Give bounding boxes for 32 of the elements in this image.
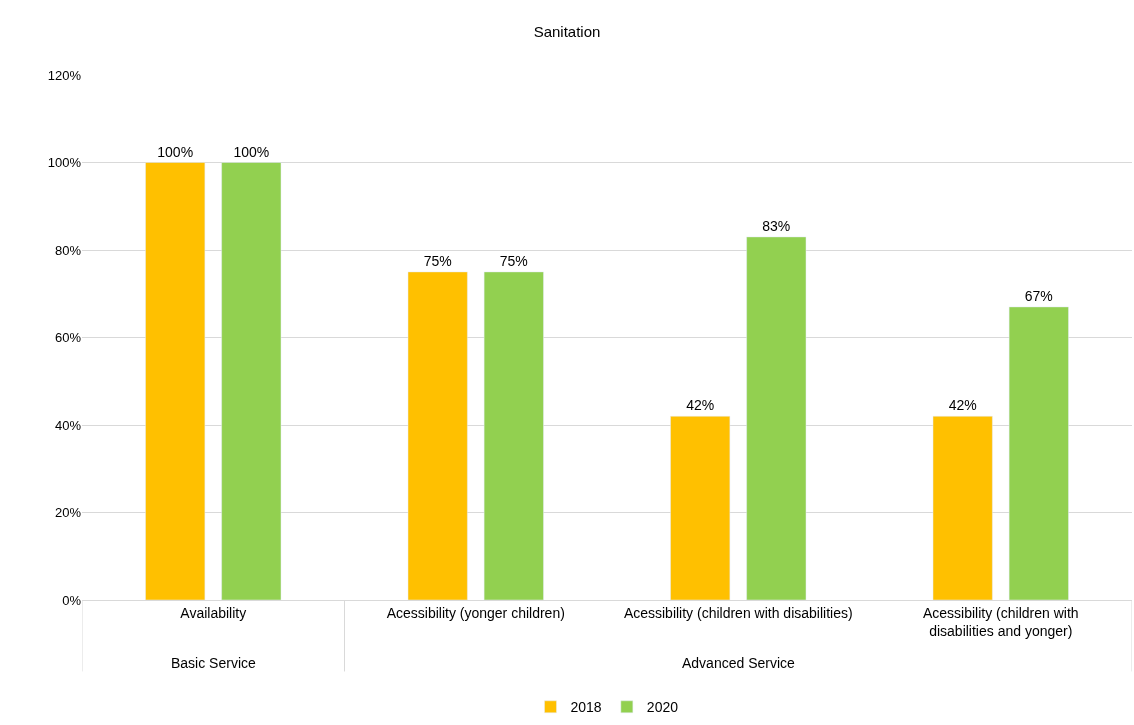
text: Advanced Service <box>682 655 796 671</box>
chart-title: Sanitation <box>533 23 601 41</box>
y-tick-label: 20% <box>54 505 82 521</box>
data-label: 100% <box>157 143 194 160</box>
y-tick-label: 60% <box>54 330 82 346</box>
bar <box>407 271 468 600</box>
data-label: 75% <box>499 252 528 269</box>
text: Basic Service <box>171 655 257 671</box>
y-tick-label: 100% <box>47 155 82 171</box>
x-tick-label: Availability <box>180 604 247 621</box>
bar <box>1008 306 1069 600</box>
bar <box>221 162 282 600</box>
data-label: 42% <box>948 397 977 414</box>
legend-label: 2018 <box>570 699 602 716</box>
y-tick-label: 120% <box>47 67 82 83</box>
y-tick-label: 80% <box>54 242 82 258</box>
legend-label: 2020 <box>646 699 679 716</box>
bar <box>483 271 544 600</box>
bar <box>145 162 206 600</box>
y-tick-label: 0% <box>62 592 82 608</box>
bar <box>932 416 993 600</box>
x-tick-label: Acessibility (children with disabilities) <box>623 604 853 621</box>
data-label: 100% <box>233 143 270 160</box>
data-label: 75% <box>423 252 452 269</box>
bar <box>746 236 807 600</box>
data-label: 83% <box>762 217 791 234</box>
data-label: 67% <box>1024 287 1053 304</box>
data-label: 42% <box>686 397 715 414</box>
x-tick-label: Acessibility (yonger children) <box>386 604 565 621</box>
y-tick-label: 40% <box>54 417 82 433</box>
bar <box>670 416 731 600</box>
x-tick-label: Acessibility (children with disabilities and yonger) <box>922 604 1079 639</box>
